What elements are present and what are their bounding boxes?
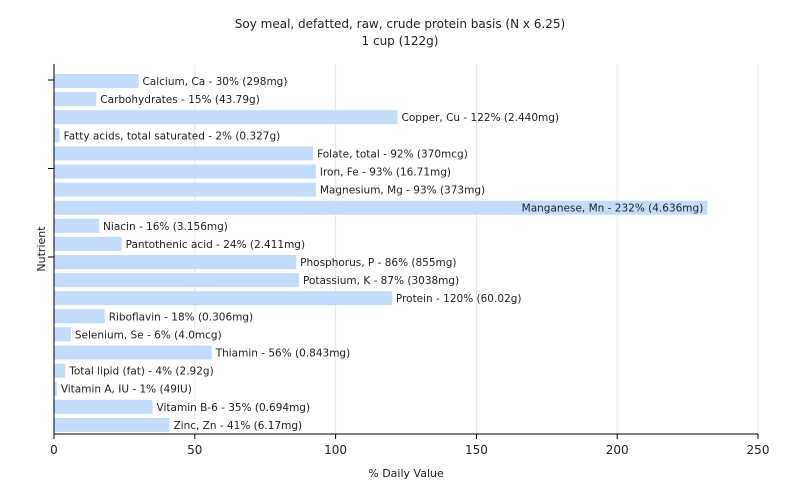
bar-3	[54, 128, 60, 143]
bar-label-19: Zinc, Zn - 41% (6.17mg)	[173, 420, 302, 432]
x-tick-label-4: 200	[606, 443, 629, 457]
bar-label-5: Iron, Fe - 93% (16.71mg)	[320, 167, 451, 179]
bar-label-0: Calcium, Ca - 30% (298mg)	[142, 76, 287, 88]
bar-11	[54, 273, 299, 288]
bar-label-1: Carbohydrates - 15% (43.79g)	[100, 94, 260, 106]
x-tick-label-0: 0	[50, 443, 58, 457]
bar-label-13: Riboflavin - 18% (0.306mg)	[109, 311, 253, 323]
bar-16	[54, 363, 66, 378]
bar-label-3: Fatty acids, total saturated - 2% (0.327…	[64, 130, 281, 142]
y-axis-label: Nutrient	[35, 226, 48, 272]
bar-label-18: Vitamin B-6 - 35% (0.694mg)	[157, 402, 311, 414]
bar-14	[54, 327, 71, 342]
bar-15	[54, 345, 212, 360]
x-axis-label: % Daily Value	[368, 467, 444, 480]
bar-8	[54, 218, 100, 233]
bars: Calcium, Ca - 30% (298mg) Carbohydrates -…	[54, 74, 708, 432]
grid	[194, 64, 759, 434]
bar-label-10: Phosphorus, P - 86% (855mg)	[300, 257, 456, 269]
bar-2	[54, 110, 398, 125]
chart-title: Soy meal, defatted, raw, crude protein b…	[235, 17, 565, 31]
x-tick-label-1: 50	[187, 443, 202, 457]
bar-label-17: Vitamin A, IU - 1% (49IU)	[61, 384, 192, 396]
bar-13	[54, 309, 105, 324]
bar-10	[54, 255, 297, 269]
bar-17	[54, 381, 57, 396]
x-tick-label-2: 100	[324, 443, 347, 457]
bar-12	[54, 291, 392, 306]
bar-label-7: Manganese, Mn - 232% (4.636mg)	[522, 203, 704, 215]
axes: 0 50 100 150 200 250	[48, 64, 769, 457]
bar-label-16: Total lipid (fat) - 4% (2.92g)	[68, 366, 213, 378]
bar-5	[54, 164, 316, 179]
bar-4	[54, 146, 314, 161]
bar-label-9: Pantothenic acid - 24% (2.411mg)	[126, 239, 305, 251]
chart-subtitle: 1 cup (122g)	[362, 34, 439, 48]
bar-label-6: Magnesium, Mg - 93% (373mg)	[320, 185, 485, 197]
bar-9	[54, 236, 122, 251]
bar-18	[54, 399, 153, 414]
bar-0	[54, 74, 139, 88]
bar-6	[54, 182, 316, 197]
x-tick-label-3: 150	[465, 443, 488, 457]
bar-label-8: Niacin - 16% (3.156mg)	[103, 221, 228, 233]
bar-label-15: Thiamin - 56% (0.843mg)	[215, 348, 351, 360]
bar-label-14: Selenium, Se - 6% (4.0mcg)	[75, 329, 222, 341]
bar-label-12: Protein - 120% (60.02g)	[396, 293, 522, 305]
bar-1	[54, 92, 97, 107]
bar-label-4: Folate, total - 92% (370mcg)	[317, 148, 468, 160]
x-tick-label-5: 250	[747, 443, 770, 457]
bar-7	[54, 200, 708, 215]
bar-19	[54, 417, 170, 432]
bar-label-11: Potassium, K - 87% (3038mg)	[303, 275, 459, 287]
bar-label-2: Copper, Cu - 122% (2.440mg)	[402, 112, 560, 124]
